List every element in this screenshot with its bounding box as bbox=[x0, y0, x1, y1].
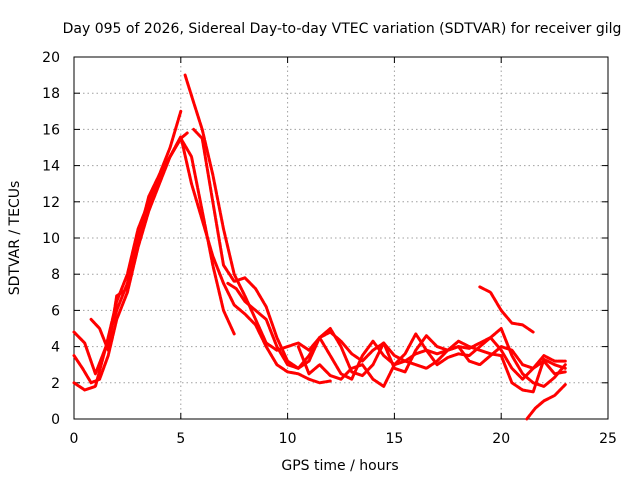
y-axis-label: SDTVAR / TECUs bbox=[7, 181, 23, 296]
y-tick-label: 18 bbox=[42, 86, 60, 102]
chart-title: Day 095 of 2026, Sidereal Day-to-day VTE… bbox=[63, 21, 622, 37]
y-tick-label: 16 bbox=[42, 122, 60, 138]
tick-labels: 0 5 10 15 20 25 0 2 4 6 8 10 12 14 16 18 20 bbox=[42, 50, 617, 447]
series-trace-8 bbox=[296, 345, 567, 388]
series-trace-1 bbox=[72, 109, 183, 376]
x-tick-label: 10 bbox=[279, 431, 297, 447]
y-tick-label: 0 bbox=[51, 412, 60, 428]
y-tick-label: 4 bbox=[51, 340, 60, 356]
y-tick-label: 20 bbox=[42, 50, 60, 66]
series-trace-10 bbox=[525, 383, 567, 421]
x-tick-label: 15 bbox=[385, 431, 403, 447]
x-tick-label: 25 bbox=[599, 431, 617, 447]
grid bbox=[74, 57, 608, 419]
series-trace-9 bbox=[478, 285, 535, 334]
series-trace-5 bbox=[183, 73, 567, 388]
x-axis-label: GPS time / hours bbox=[281, 458, 398, 474]
x-tick-label: 5 bbox=[176, 431, 185, 447]
axis-ticks bbox=[73, 56, 609, 420]
x-tick-label: 20 bbox=[492, 431, 510, 447]
y-tick-label: 12 bbox=[42, 195, 60, 211]
y-tick-label: 2 bbox=[51, 376, 60, 392]
y-tick-label: 14 bbox=[42, 159, 60, 175]
series-trace-3 bbox=[72, 136, 236, 392]
x-tick-label: 0 bbox=[70, 431, 79, 447]
series-trace-6 bbox=[192, 127, 567, 394]
y-tick-label: 6 bbox=[51, 303, 60, 319]
y-tick-label: 10 bbox=[42, 231, 60, 247]
y-tick-label: 8 bbox=[51, 267, 60, 283]
series-trace-4 bbox=[89, 135, 332, 385]
series-group bbox=[72, 73, 567, 421]
